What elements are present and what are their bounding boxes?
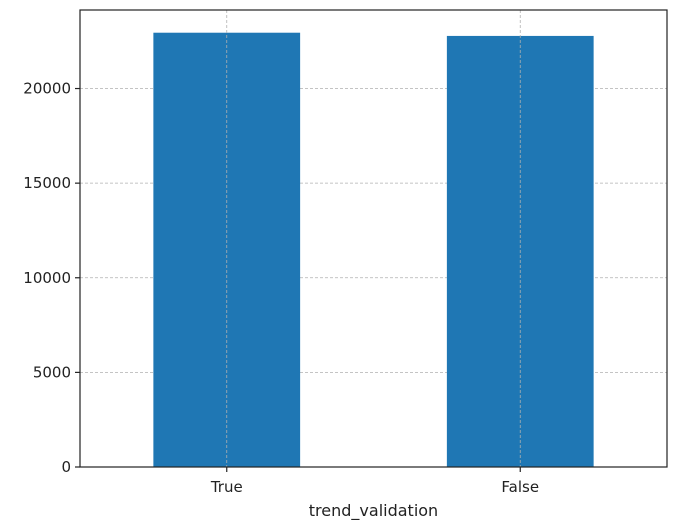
bars xyxy=(153,32,594,468)
x-tick-label: True xyxy=(210,478,243,496)
ticks: 0 5000 10000 15000 20000 True False xyxy=(23,10,539,496)
y-tick-label: 15000 xyxy=(23,174,71,192)
x-tick-label: False xyxy=(501,478,539,496)
plot-frame xyxy=(79,9,668,468)
y-tick-label: 5000 xyxy=(33,363,71,381)
y-tick-label: 20000 xyxy=(23,80,71,98)
x-axis-label: trend_validation xyxy=(309,501,438,520)
y-tick-label: 10000 xyxy=(23,269,71,287)
y-tick-label: 0 xyxy=(61,458,71,476)
